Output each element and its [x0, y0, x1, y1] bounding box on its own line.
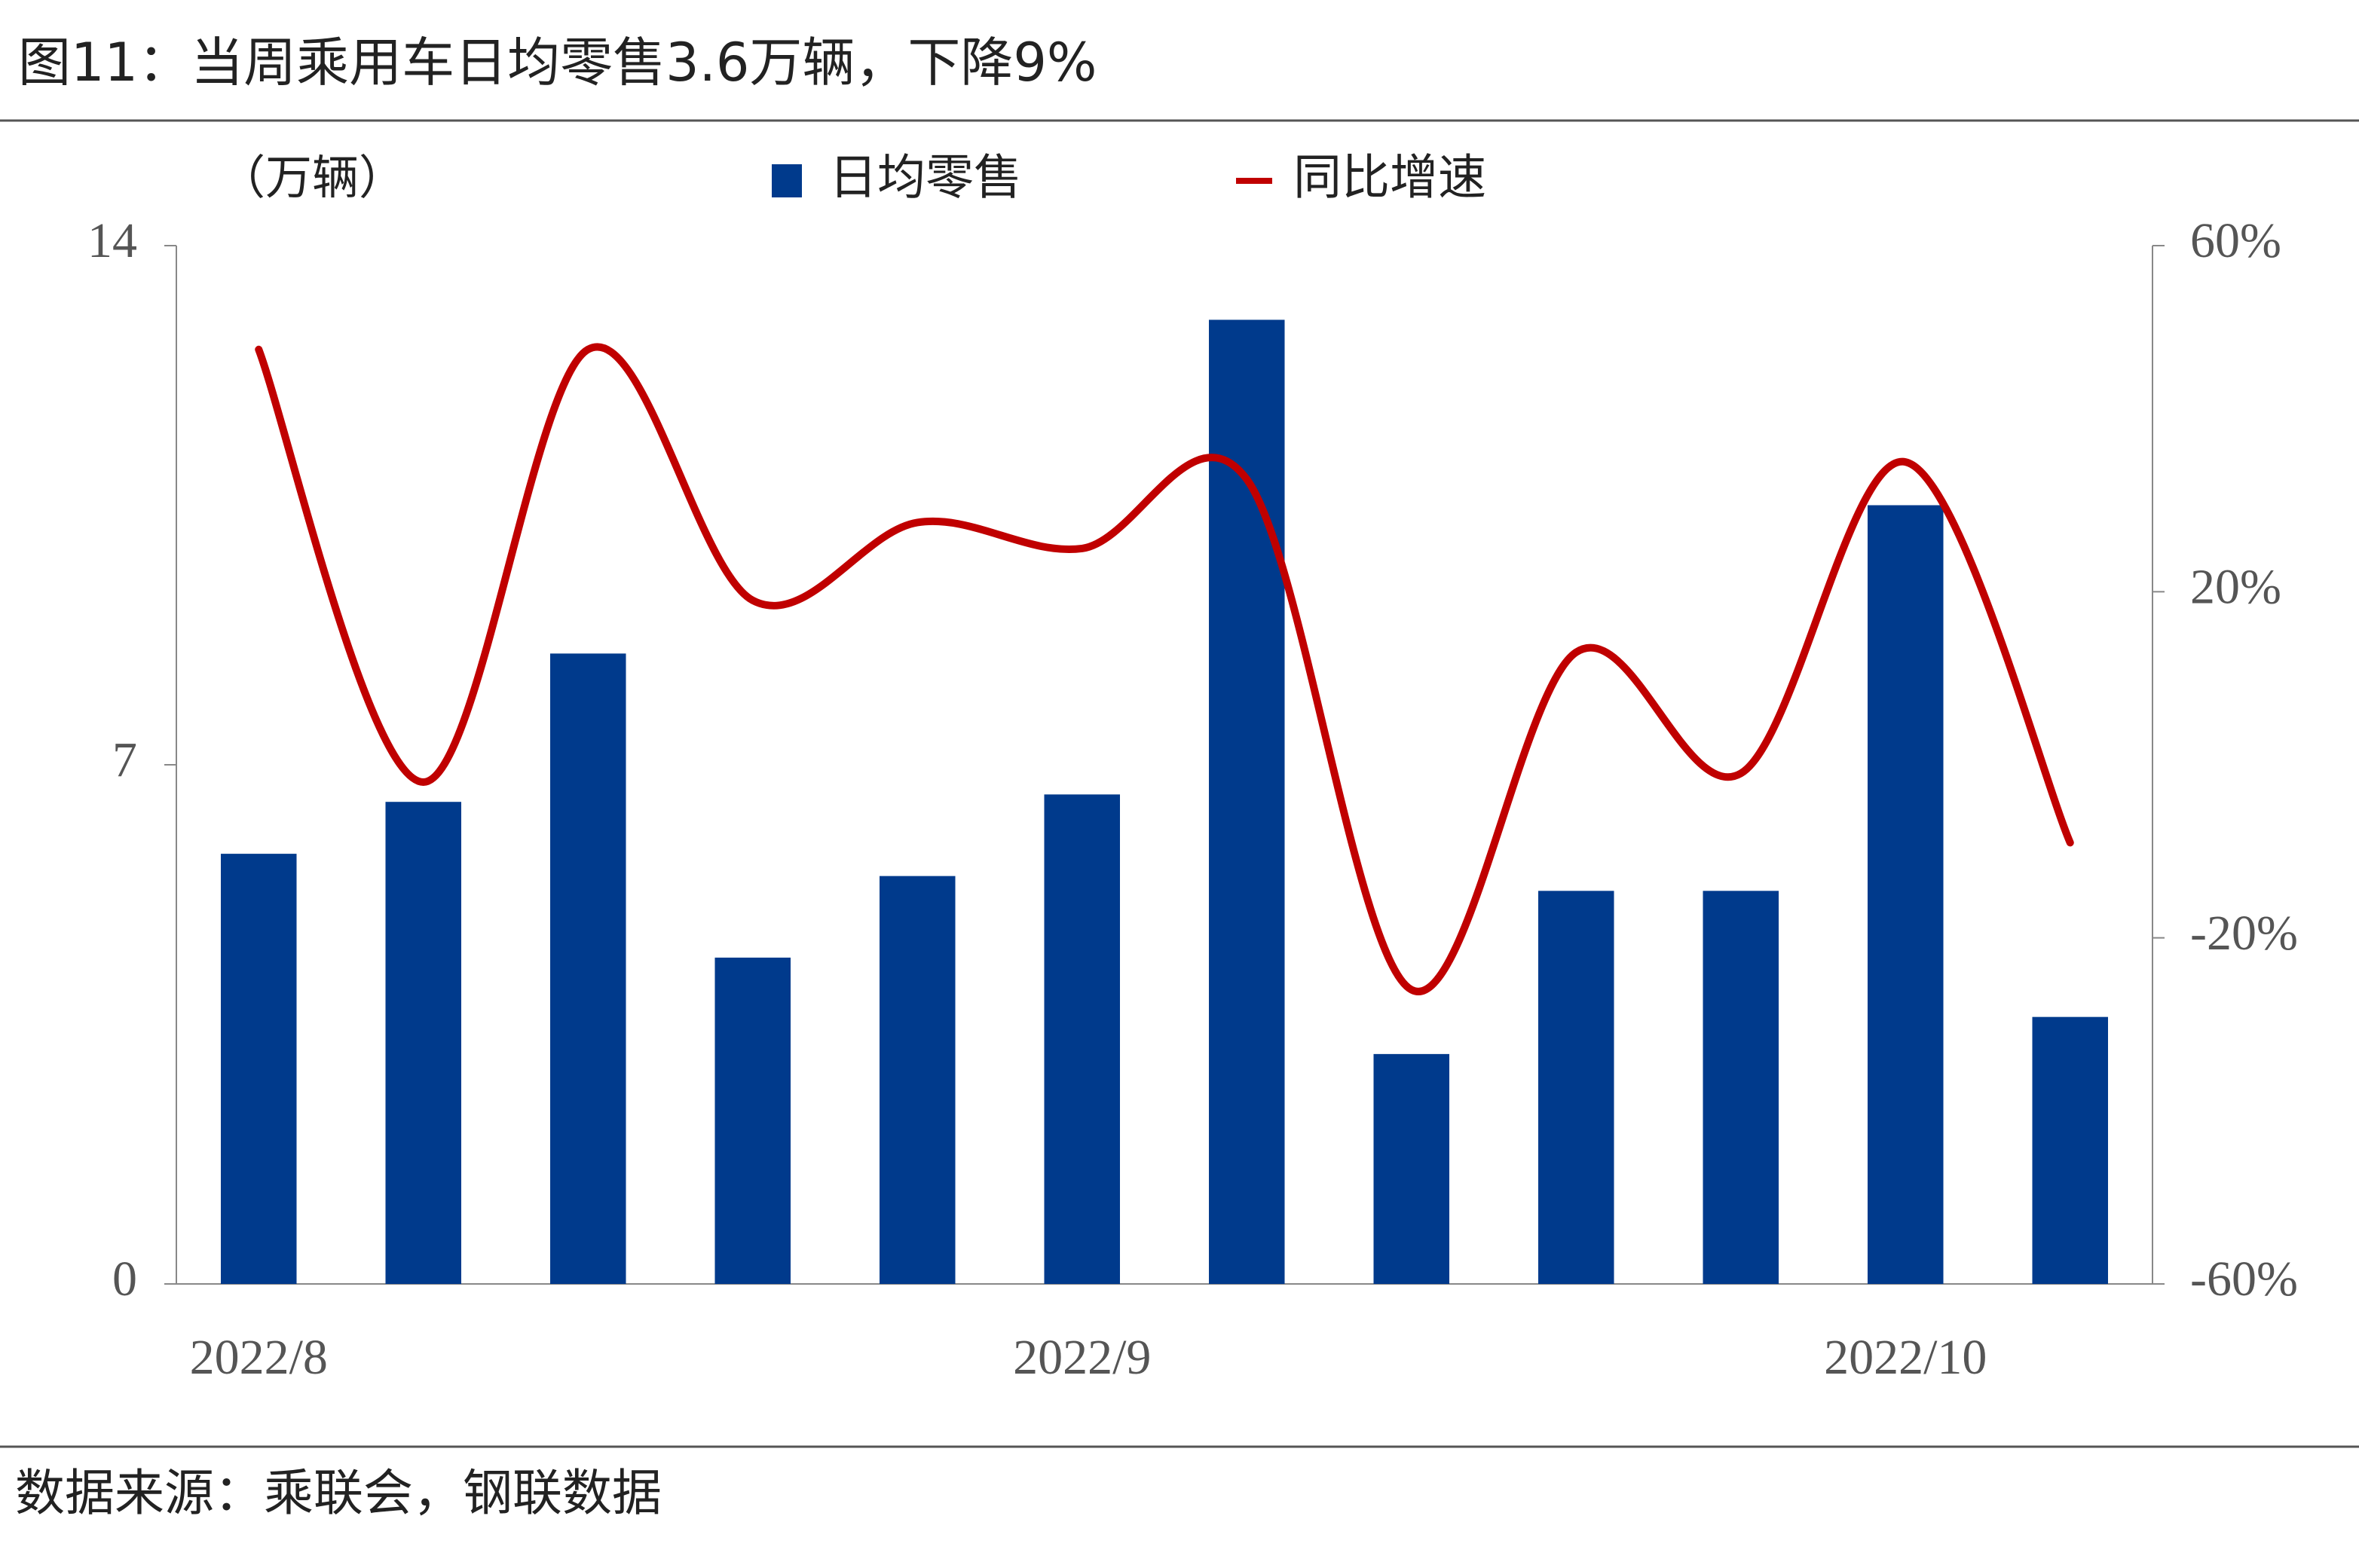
legend-swatch: [772, 164, 802, 197]
bar: [879, 876, 956, 1284]
y-tick-label: 0: [112, 1252, 137, 1307]
bar: [1703, 891, 1779, 1284]
bar: [1208, 319, 1285, 1284]
x-tick-label: 2022/9: [1013, 1330, 1151, 1385]
bar: [1044, 794, 1121, 1284]
y2-tick-label: 20%: [2190, 559, 2281, 614]
bar: [1537, 891, 1614, 1284]
chart-title: 图11：当周乘用车日均零售3.6万辆，下降9%: [18, 32, 1097, 93]
y-tick-label: 7: [112, 732, 137, 787]
legend-label: 同比增速: [1293, 151, 1486, 206]
y2-tick-label: -20%: [2190, 906, 2298, 961]
bar: [549, 653, 626, 1284]
x-tick-label: 2022/8: [190, 1330, 328, 1385]
bar: [1373, 1053, 1450, 1284]
line: [255, 343, 2074, 995]
y-tick-label: 14: [87, 213, 137, 268]
bar: [2032, 1016, 2109, 1284]
legend-label: 日均零售: [829, 151, 1022, 206]
bar: [714, 957, 791, 1284]
bar: [1867, 505, 1944, 1284]
bar: [220, 854, 297, 1284]
bar: [385, 802, 462, 1284]
y2-tick-label: -60%: [2190, 1252, 2298, 1307]
y2-tick-label: 60%: [2190, 213, 2281, 268]
source-note: 数据来源：乘联会，钢联数据: [15, 1464, 662, 1522]
x-tick-label: 2022/10: [1824, 1330, 1987, 1385]
y-axis-label: （万辆）: [219, 150, 405, 205]
